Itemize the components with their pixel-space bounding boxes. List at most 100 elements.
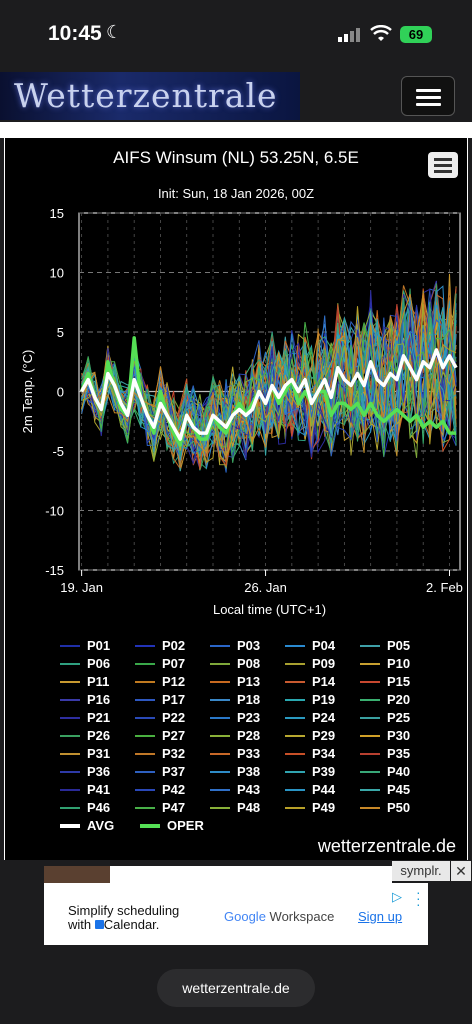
status-time: 10:45 [48, 22, 102, 45]
legend-swatch [135, 771, 155, 773]
y-tick-label: 15 [50, 206, 64, 221]
ad-text-line1: Simplify scheduling [68, 903, 180, 918]
legend-swatch [60, 753, 80, 755]
legend-swatch [285, 789, 305, 791]
legend-swatch [210, 771, 230, 773]
site-logo[interactable]: Wetterzentrale [0, 72, 300, 120]
ad-options-icon[interactable]: · · · [416, 884, 421, 912]
logo-text: Wetterzentrale [14, 76, 278, 115]
legend-label: P47 [162, 800, 186, 815]
ad-signup-link[interactable]: Sign up [358, 909, 403, 924]
legend-label: P21 [87, 710, 111, 725]
adchoices-icon[interactable]: ▷ [392, 889, 402, 904]
legend-label: P11 [87, 674, 110, 689]
legend-swatch [60, 771, 80, 773]
calendar-icon [94, 920, 104, 929]
legend-label: P24 [312, 710, 336, 725]
legend-swatch [210, 645, 230, 647]
legend-label: P01 [87, 638, 111, 653]
legend-label: P50 [387, 800, 411, 815]
ad-text: Simplify scheduling with Calendar. [68, 904, 179, 932]
legend-swatch [135, 717, 155, 719]
legend-swatch [140, 824, 160, 828]
nav-menu-button[interactable] [401, 76, 455, 116]
legend-label: P41 [87, 782, 111, 797]
moon-icon: ☾ [106, 22, 123, 42]
legend-label: P48 [237, 800, 261, 815]
legend-label: P27 [162, 728, 186, 743]
legend-label: P31 [87, 746, 111, 761]
legend-label: P35 [387, 746, 411, 761]
legend-swatch [210, 753, 230, 755]
battery-indicator: 69 [400, 26, 432, 43]
legend-label: P45 [387, 782, 411, 797]
legend-swatch [360, 663, 380, 665]
status-bar: 10:45 ☾ 69 [0, 0, 472, 70]
address-bar[interactable]: wetterzentrale.de [157, 969, 315, 1007]
google-workspace-logo: Google Workspace [224, 909, 335, 924]
legend-label: P10 [387, 656, 411, 671]
legend-swatch [360, 681, 380, 683]
legend-swatch [285, 807, 305, 809]
x-tick-label: 19. Jan [60, 580, 103, 595]
legend-swatch [360, 699, 380, 701]
legend-label: P22 [162, 710, 186, 725]
ad-banner[interactable]: Simplify scheduling with Calendar. Googl… [44, 883, 428, 945]
member-line-p48 [81, 304, 457, 461]
legend-swatch [285, 663, 305, 665]
legend-label: OPER [167, 818, 204, 833]
legend-swatch [360, 771, 380, 773]
legend-swatch [210, 807, 230, 809]
legend-label: AVG [87, 818, 115, 833]
legend-label: P13 [237, 674, 261, 689]
y-tick-label: -10 [45, 504, 64, 519]
content-strip [110, 866, 392, 884]
legend-swatch [210, 735, 230, 737]
legend-label: P06 [87, 656, 111, 671]
y-tick-label: -5 [52, 444, 64, 459]
legend-swatch [360, 789, 380, 791]
legend-swatch [285, 699, 305, 701]
legend-label: P42 [162, 782, 186, 797]
legend-swatch [135, 645, 155, 647]
member-line-p38 [81, 285, 457, 469]
chart-plot: 15 10 5 0 -5 -10 -15 19. Jan 26. Jan 2. Feb Local … [20, 206, 463, 617]
legend-swatch [285, 771, 305, 773]
legend-label: P04 [312, 638, 336, 653]
signal-icon [338, 28, 360, 42]
legend-label: P28 [237, 728, 261, 743]
legend-swatch [210, 717, 230, 719]
x-tick-label: 2. Feb [426, 580, 463, 595]
legend-label: P43 [237, 782, 261, 797]
separator [0, 122, 472, 138]
ad-text-line2a: with [68, 917, 92, 932]
legend-label: P05 [387, 638, 411, 653]
legend-label: P32 [162, 746, 186, 761]
legend-label: P07 [162, 656, 186, 671]
legend-label: P17 [162, 692, 186, 707]
legend-swatch [285, 681, 305, 683]
legend-label: P09 [312, 656, 336, 671]
member-line-p44 [81, 304, 457, 461]
legend-label: P19 [312, 692, 336, 707]
legend-swatch [60, 735, 80, 737]
legend-label: P34 [312, 746, 336, 761]
wifi-icon [370, 25, 392, 41]
y-tick-label: 5 [57, 325, 64, 340]
legend-swatch [135, 753, 155, 755]
legend-label: P49 [312, 800, 336, 815]
legend-label: P23 [237, 710, 261, 725]
legend-swatch [135, 699, 155, 701]
chart-menu-button[interactable] [428, 152, 458, 178]
ad-label[interactable]: symplr. [392, 861, 450, 881]
legend-label: P16 [87, 692, 111, 707]
legend-label: P36 [87, 764, 111, 779]
legend-swatch [60, 645, 80, 647]
legend-swatch [135, 681, 155, 683]
ad-close-button[interactable]: ✕ [451, 861, 471, 881]
legend-swatch [60, 807, 80, 809]
legend-swatch [60, 681, 80, 683]
legend-swatch [360, 717, 380, 719]
chart-credit: wetterzentrale.de [317, 836, 456, 856]
y-axis-label: 2m Temp. (°C) [20, 350, 35, 434]
